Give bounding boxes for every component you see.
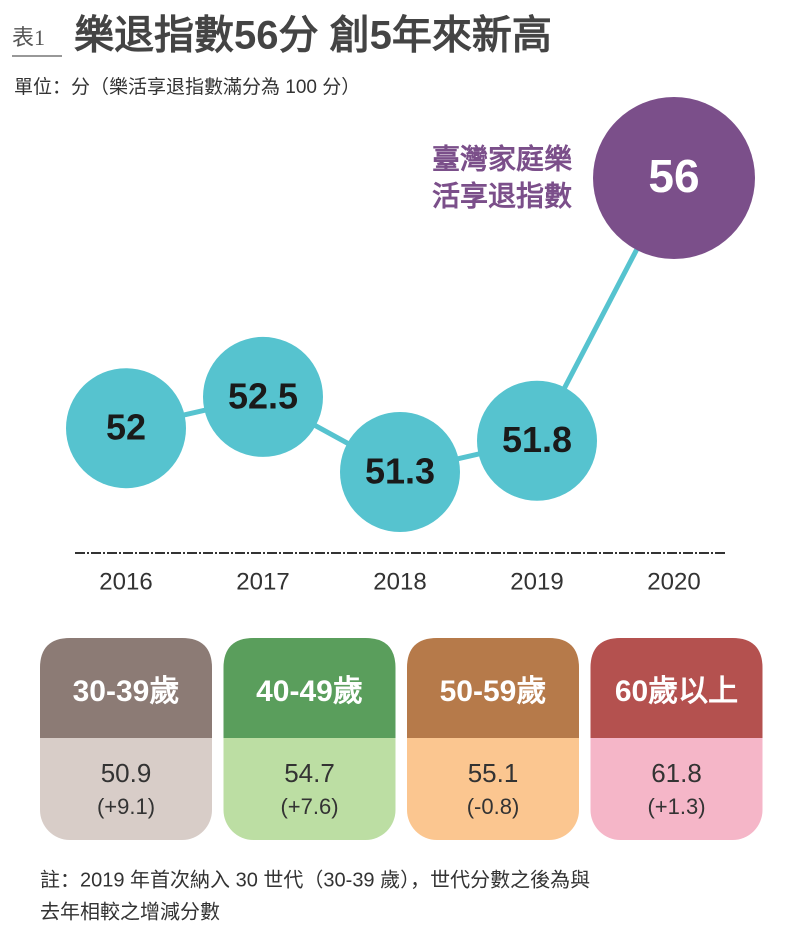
- bubble: [477, 380, 597, 501]
- card-label: 40-49歲: [256, 675, 363, 708]
- unit-note: 單位：分（樂活享退指數滿分為 100 分）: [14, 76, 360, 98]
- data-label: 51.3: [365, 451, 435, 492]
- table-label: 表1: [12, 25, 45, 50]
- data-label: 56: [648, 150, 699, 202]
- series-label: 臺灣家庭樂: [432, 142, 573, 174]
- data-label: 52: [106, 407, 146, 448]
- card-value: 55.1: [468, 758, 519, 788]
- x-tick-label: 2017: [236, 568, 289, 595]
- card-value: 54.7: [284, 758, 335, 788]
- card-change: (+1.3): [647, 794, 705, 819]
- card-header: [407, 638, 579, 738]
- card-change: (+7.6): [280, 794, 338, 819]
- x-tick-label: 2018: [373, 568, 426, 595]
- data-label: 51.8: [502, 419, 572, 460]
- bubble: [203, 336, 323, 457]
- card-value: 61.8: [651, 758, 702, 788]
- card-header: [223, 638, 396, 738]
- bubble: [340, 412, 460, 532]
- card-header: [590, 638, 763, 738]
- x-tick-label: 2016: [99, 568, 152, 595]
- chart-title: 樂退指數56分 創5年來新高: [74, 14, 552, 58]
- bubble: [66, 368, 186, 489]
- card-change: (-0.8): [467, 794, 520, 819]
- card-label: 50-59歲: [440, 675, 547, 708]
- data-label: 52.5: [228, 375, 298, 416]
- card-value: 50.9: [101, 758, 152, 788]
- bubble: [593, 97, 755, 259]
- footnote: 註：2019 年首次納入 30 世代（30-39 歲），世代分數之後為與: [40, 868, 590, 891]
- footnote: 去年相較之增減分數: [40, 900, 220, 923]
- card-label: 60歲以上: [615, 675, 738, 708]
- x-tick-label: 2020: [647, 568, 700, 595]
- series-label: 活享退指數: [432, 179, 572, 211]
- card-header: [40, 638, 212, 738]
- card-label: 30-39歲: [73, 675, 180, 708]
- x-tick-label: 2019: [510, 568, 563, 595]
- card-change: (+9.1): [97, 794, 155, 819]
